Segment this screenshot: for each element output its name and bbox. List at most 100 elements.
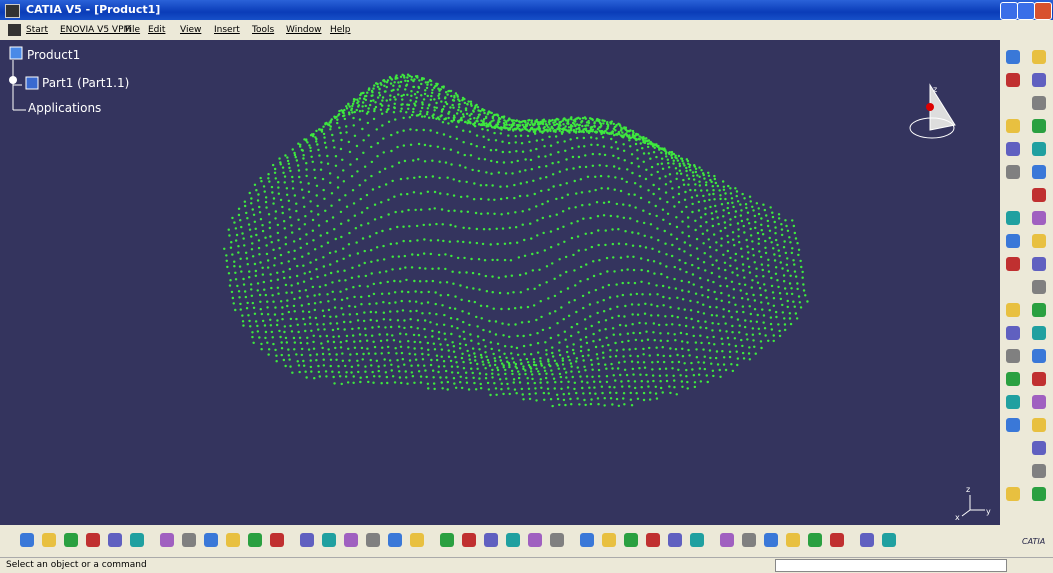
toolbar-button[interactable] — [1032, 303, 1046, 317]
toolbar-button[interactable] — [580, 533, 594, 547]
compass: z — [909, 83, 956, 139]
compass-z: z — [933, 85, 937, 94]
toolbar-button[interactable] — [550, 533, 564, 547]
toolbar-button[interactable] — [1032, 50, 1046, 64]
toolbar-button[interactable] — [742, 533, 756, 547]
toolbar-button[interactable] — [1032, 211, 1046, 225]
toolbar-button[interactable] — [668, 533, 682, 547]
toolbar-button[interactable] — [1032, 188, 1046, 202]
toolbar-button[interactable] — [528, 533, 542, 547]
menu-item[interactable]: File — [125, 25, 141, 35]
toolbar-button[interactable] — [1006, 303, 1020, 317]
toolbar-button[interactable] — [830, 533, 844, 547]
menu-item[interactable]: View — [180, 25, 202, 35]
toolbar-button[interactable] — [1032, 96, 1046, 110]
toolbar-button[interactable] — [1006, 234, 1020, 248]
toolbar-button[interactable] — [1006, 349, 1020, 363]
toolbar-button[interactable] — [1032, 395, 1046, 409]
toolbar-button[interactable] — [1032, 349, 1046, 363]
toolbar-button[interactable] — [484, 533, 498, 547]
tree-product[interactable]: Product1 — [27, 48, 81, 62]
toolbar-button[interactable] — [64, 533, 78, 547]
command-input[interactable] — [775, 559, 1007, 572]
toolbar-button[interactable] — [108, 533, 122, 547]
toolbar-button[interactable] — [1032, 73, 1046, 87]
toolbar-button[interactable] — [506, 533, 520, 547]
menu-icon — [8, 24, 21, 36]
toolbar-button[interactable] — [366, 533, 380, 547]
toolbar-button[interactable] — [1006, 418, 1020, 432]
toolbar-button[interactable] — [1032, 280, 1046, 294]
toolbar-button[interactable] — [248, 533, 262, 547]
toolbar-button[interactable] — [1032, 234, 1046, 248]
toolbar-button[interactable] — [410, 533, 424, 547]
toolbar-button[interactable] — [160, 533, 174, 547]
menu-item[interactable]: Help — [330, 25, 351, 35]
toolbar-button[interactable] — [1006, 142, 1020, 156]
toolbar-button[interactable] — [1006, 211, 1020, 225]
menu-item[interactable]: Edit — [148, 25, 166, 35]
toolbar-button[interactable] — [786, 533, 800, 547]
toolbar-button[interactable] — [20, 533, 34, 547]
toolbar-button[interactable] — [624, 533, 638, 547]
toolbar-button[interactable] — [720, 533, 734, 547]
expand-icon[interactable] — [9, 76, 17, 84]
toolbar-button[interactable] — [322, 533, 336, 547]
maximize-button[interactable] — [1017, 2, 1035, 20]
minimize-button[interactable] — [1000, 2, 1018, 20]
toolbar-button[interactable] — [1006, 165, 1020, 179]
close-button[interactable] — [1034, 2, 1052, 20]
app-icon — [5, 4, 20, 18]
toolbar-button[interactable] — [42, 533, 56, 547]
toolbar-button[interactable] — [204, 533, 218, 547]
toolbar-button[interactable] — [1032, 326, 1046, 340]
toolbar-button[interactable] — [86, 533, 100, 547]
toolbar-button[interactable] — [1032, 487, 1046, 501]
toolbar-button[interactable] — [602, 533, 616, 547]
toolbar-button[interactable] — [344, 533, 358, 547]
tree-part[interactable]: Part1 (Part1.1) — [42, 76, 130, 90]
toolbar-button[interactable] — [130, 533, 144, 547]
toolbar-button[interactable] — [1006, 50, 1020, 64]
toolbar-button[interactable] — [300, 533, 314, 547]
toolbar-button[interactable] — [388, 533, 402, 547]
toolbar-button[interactable] — [1032, 142, 1046, 156]
toolbar-button[interactable] — [1006, 73, 1020, 87]
toolbar-button[interactable] — [764, 533, 778, 547]
toolbar-button[interactable] — [1006, 372, 1020, 386]
tree-applications[interactable]: Applications — [28, 101, 102, 115]
toolbar-button[interactable] — [808, 533, 822, 547]
menu-item[interactable]: Insert — [214, 25, 240, 35]
toolbar-button[interactable] — [860, 533, 874, 547]
toolbar-button[interactable] — [182, 533, 196, 547]
toolbar-button[interactable] — [1032, 418, 1046, 432]
toolbar-button[interactable] — [1006, 119, 1020, 133]
product-icon — [9, 46, 23, 60]
toolbar-button[interactable] — [1032, 257, 1046, 271]
toolbar-button[interactable] — [1032, 372, 1046, 386]
menu-item[interactable]: ENOVIA V5 VPM — [60, 25, 132, 35]
toolbar-button[interactable] — [1032, 464, 1046, 478]
toolbar-button[interactable] — [1006, 487, 1020, 501]
menu-item[interactable]: Start — [26, 25, 48, 35]
toolbar-button[interactable] — [1032, 441, 1046, 455]
toolbar-button[interactable] — [882, 533, 896, 547]
toolbar-button[interactable] — [226, 533, 240, 547]
menu-item[interactable]: Tools — [252, 25, 275, 35]
status-bar: Select an object or a command — [0, 557, 1053, 573]
toolbar-button[interactable] — [440, 533, 454, 547]
toolbar-button[interactable] — [1032, 165, 1046, 179]
toolbar-button[interactable] — [1006, 326, 1020, 340]
toolbar-button[interactable] — [1032, 119, 1046, 133]
triad-y: y — [986, 507, 991, 516]
point-cloud — [223, 73, 809, 408]
toolbar-button[interactable] — [270, 533, 284, 547]
cloud-points — [223, 73, 809, 408]
toolbar-button[interactable] — [1006, 395, 1020, 409]
toolbar-button[interactable] — [1006, 257, 1020, 271]
3d-viewport[interactable]: z z x y Product1 Part1 (Part1.1) Applica… — [0, 40, 1000, 525]
menu-item[interactable]: Window — [286, 25, 322, 35]
toolbar-button[interactable] — [462, 533, 476, 547]
toolbar-button[interactable] — [646, 533, 660, 547]
toolbar-button[interactable] — [690, 533, 704, 547]
